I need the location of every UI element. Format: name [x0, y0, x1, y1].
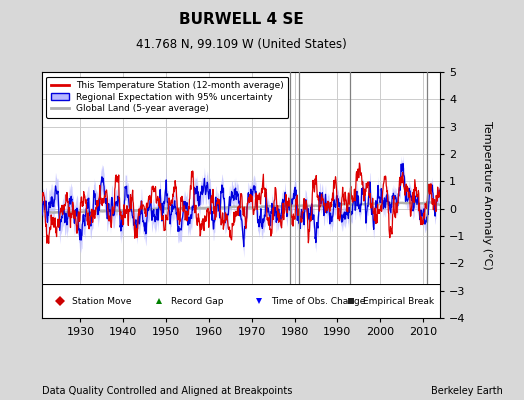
Text: Data Quality Controlled and Aligned at Breakpoints: Data Quality Controlled and Aligned at B…	[42, 386, 292, 396]
Text: Empirical Break: Empirical Break	[363, 296, 434, 306]
Legend: This Temperature Station (12-month average), Regional Expectation with 95% uncer: This Temperature Station (12-month avera…	[47, 76, 289, 118]
Text: Time of Obs. Change: Time of Obs. Change	[271, 296, 365, 306]
Text: Berkeley Earth: Berkeley Earth	[431, 386, 503, 396]
Y-axis label: Temperature Anomaly (°C): Temperature Anomaly (°C)	[483, 121, 493, 269]
Text: Station Move: Station Move	[72, 296, 132, 306]
Text: Record Gap: Record Gap	[171, 296, 224, 306]
Text: BURWELL 4 SE: BURWELL 4 SE	[179, 12, 303, 27]
Text: 41.768 N, 99.109 W (United States): 41.768 N, 99.109 W (United States)	[136, 38, 346, 51]
